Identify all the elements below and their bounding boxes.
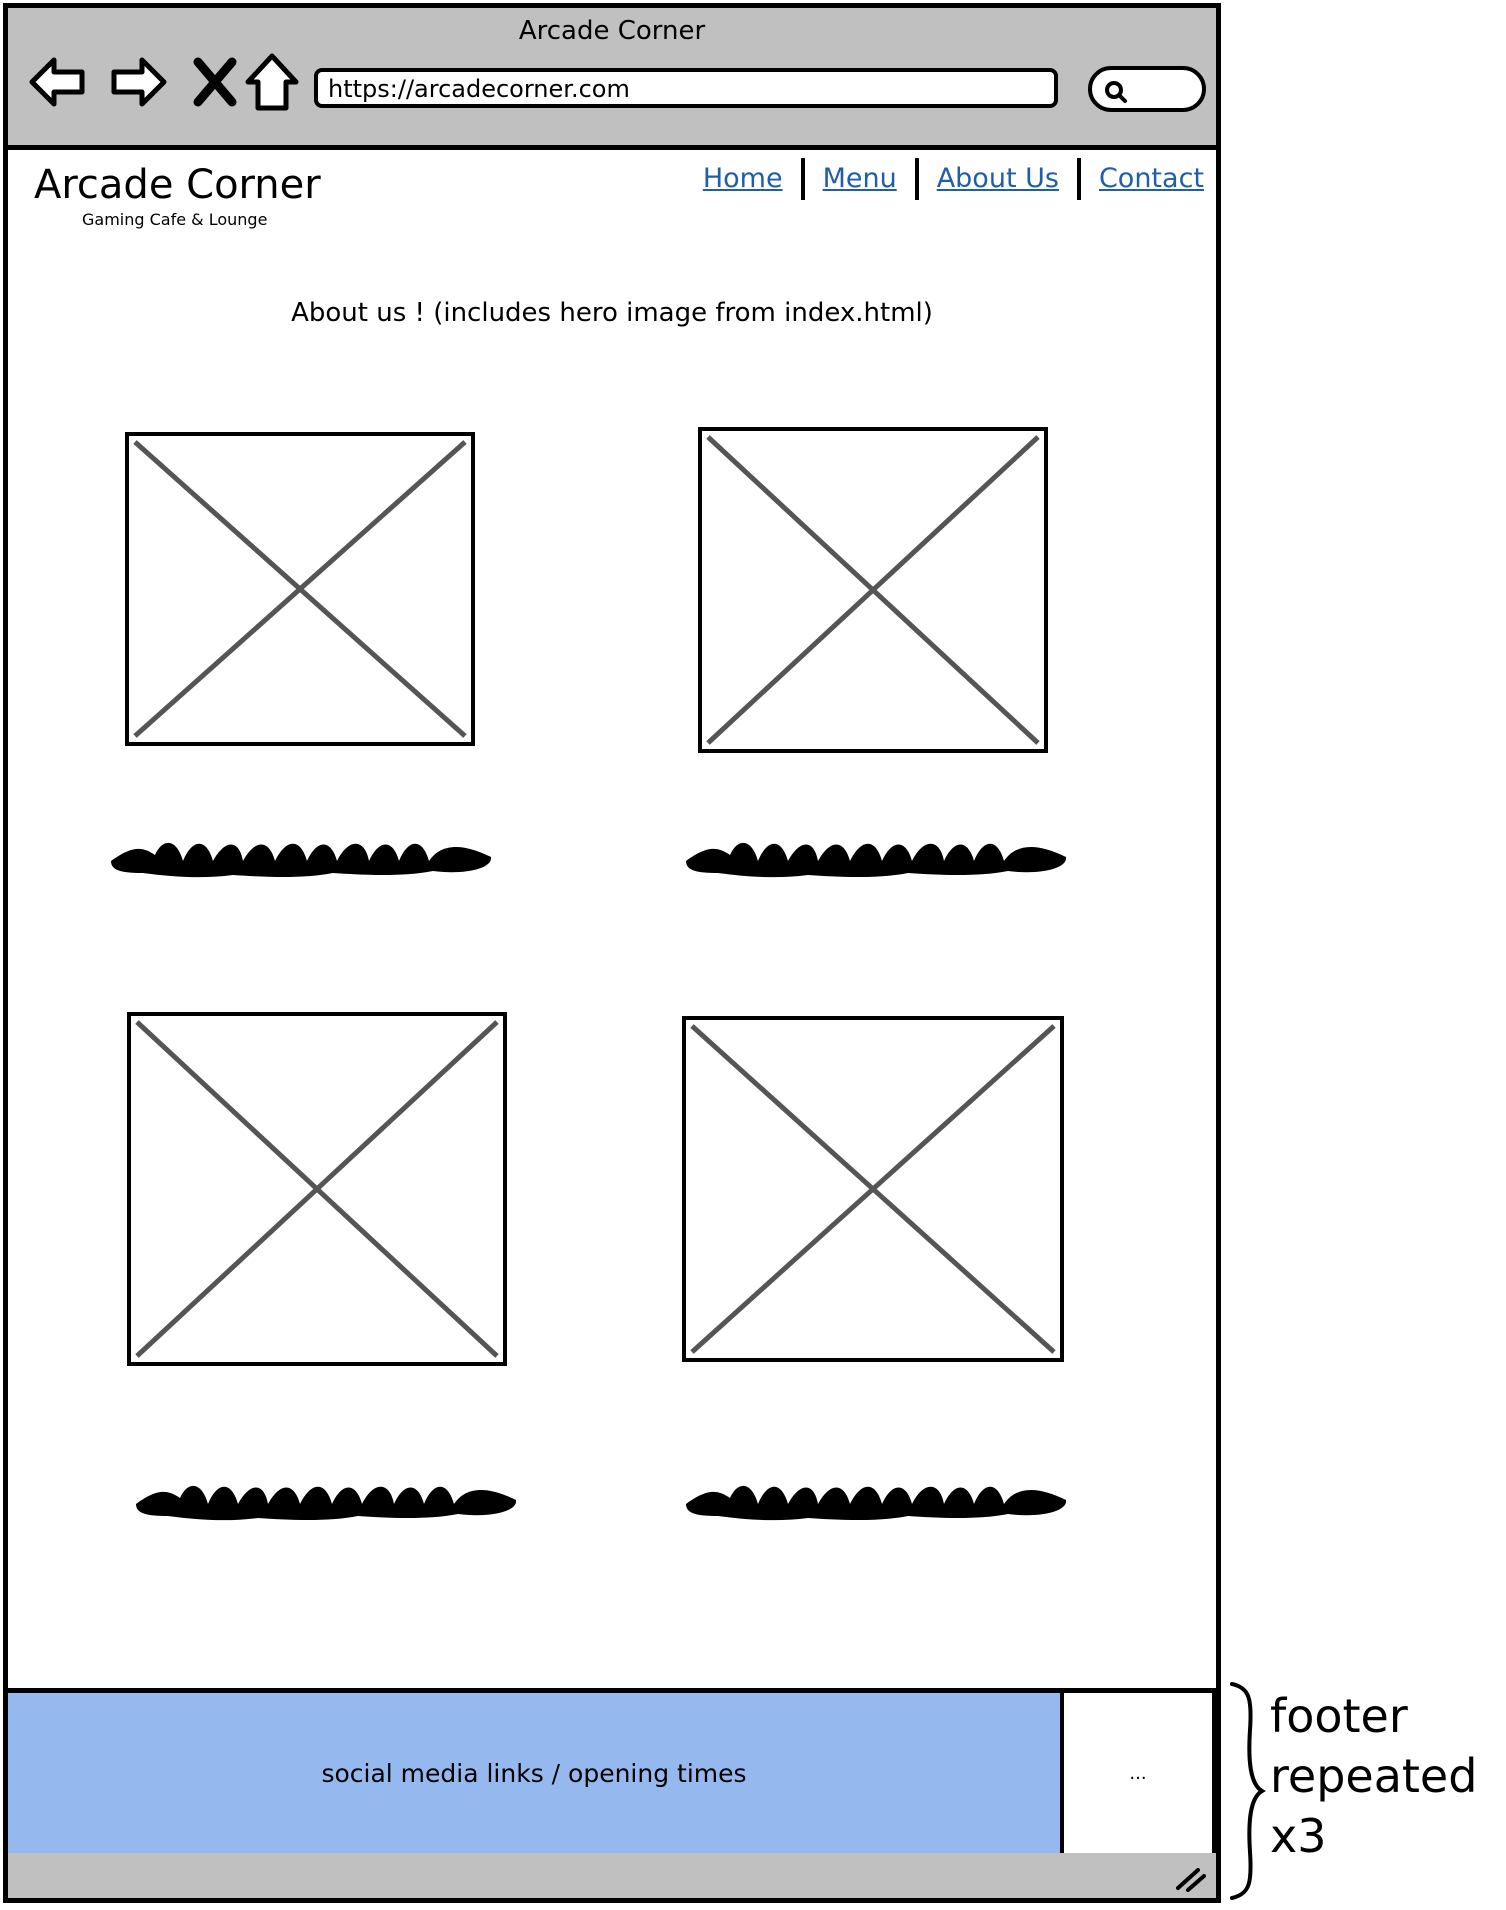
site-footer: social media links / opening times ... <box>8 1688 1216 1858</box>
window-title: Arcade Corner <box>518 16 706 46</box>
site-nav: Home Menu About Us Contact <box>695 158 1212 200</box>
search-icon <box>1105 81 1127 103</box>
nav-link-contact[interactable]: Contact <box>1098 163 1204 194</box>
browser-toolbar: Arcade Corner https://arcadecorner.com <box>8 8 1216 150</box>
resize-grip-icon[interactable] <box>1172 1862 1208 1892</box>
nav-separator <box>914 158 919 200</box>
footer-annotation: footer repeated x3 <box>1270 1686 1500 1866</box>
annotation-line: x3 <box>1270 1809 1327 1863</box>
back-arrow-icon[interactable] <box>26 50 90 114</box>
browser-window: Arcade Corner https://arcadecorner.com <box>3 3 1221 1903</box>
curly-brace-annotation <box>1230 1682 1266 1900</box>
brand-tagline: Gaming Cafe & Lounge <box>82 210 268 229</box>
stop-x-icon[interactable] <box>184 50 248 114</box>
nav-separator <box>1076 158 1081 200</box>
nav-link-menu[interactable]: Menu <box>822 163 897 194</box>
nav-link-about-us[interactable]: About Us <box>936 163 1059 194</box>
footer-side-panel: ... <box>1064 1693 1216 1853</box>
image-placeholder <box>698 427 1048 753</box>
image-placeholder <box>127 1012 507 1366</box>
text-scribble-placeholder <box>103 825 503 889</box>
home-icon[interactable] <box>240 50 304 114</box>
nav-link-home[interactable]: Home <box>702 163 783 194</box>
site-brand[interactable]: Arcade Corner Gaming Cafe & Lounge <box>34 162 321 229</box>
nav-separator <box>800 158 805 200</box>
image-placeholder <box>682 1016 1064 1362</box>
footer-social-hours: social media links / opening times <box>8 1693 1064 1853</box>
annotation-line: repeated <box>1270 1749 1478 1803</box>
forward-arrow-icon[interactable] <box>106 50 170 114</box>
text-scribble-placeholder <box>678 1468 1078 1532</box>
page-content: Arcade Corner Gaming Cafe & Lounge Home … <box>8 150 1216 1688</box>
page-heading: About us ! (includes hero image from ind… <box>291 298 933 328</box>
annotation-line: footer <box>1270 1689 1408 1743</box>
image-placeholder <box>125 432 475 746</box>
browser-search-box[interactable] <box>1088 66 1206 112</box>
browser-status-bar <box>8 1853 1216 1898</box>
brand-name: Arcade Corner <box>34 162 321 208</box>
url-input[interactable]: https://arcadecorner.com <box>314 68 1058 108</box>
text-scribble-placeholder <box>128 1468 528 1532</box>
text-scribble-placeholder <box>678 825 1078 889</box>
